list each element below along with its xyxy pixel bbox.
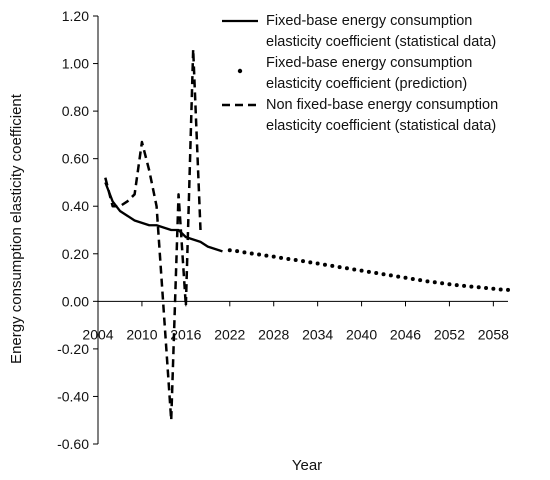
legend-label-line: Non fixed-base energy consumption [266, 97, 498, 113]
axes-layer: 1.20 1.00 0.80 0.60 0.40 0.20 0.00 -0.20 -0.40 -0… [57, 8, 509, 452]
prediction-point [322, 262, 327, 267]
x-axis-title: Year [292, 457, 322, 474]
prediction-point [366, 269, 371, 274]
prediction-point [447, 282, 452, 287]
prediction-point [286, 257, 291, 262]
y-tick-label: -0.40 [57, 388, 89, 404]
x-tick-label: 2058 [478, 326, 509, 342]
prediction-point [396, 274, 401, 279]
prediction-point [257, 252, 262, 257]
prediction-point [381, 272, 386, 277]
prediction-point [425, 279, 430, 284]
prediction-point [249, 251, 254, 256]
prediction-point [462, 283, 467, 288]
prediction-point [498, 287, 503, 292]
legend-label-line: elasticity coefficient (prediction) [266, 76, 467, 92]
y-axis-title: Energy consumption elasticity coefficien… [8, 93, 25, 364]
prediction-point [227, 248, 232, 253]
prediction-point [506, 287, 510, 292]
x-tick-label: 2022 [214, 326, 245, 342]
prediction-point [337, 265, 342, 270]
prediction-point [454, 283, 459, 288]
y-tick-label: 0.60 [62, 151, 89, 167]
non-fixed-base-series-line [104, 48, 202, 422]
prediction-point [410, 276, 415, 281]
x-tick-label: 2010 [126, 326, 157, 342]
x-tick-label: 2034 [302, 326, 333, 342]
prediction-point [279, 255, 284, 260]
x-tick-label: 2040 [346, 326, 377, 342]
legend-label-line: Fixed-base energy consumption [266, 55, 472, 71]
legend-marker-dotted [237, 68, 243, 74]
prediction-point [359, 268, 364, 273]
y-tick-label: 0.20 [62, 246, 89, 262]
prediction-point [352, 267, 357, 272]
prediction-point [271, 254, 276, 259]
prediction-point [403, 275, 408, 280]
prediction-point [235, 249, 240, 254]
prediction-point [432, 280, 437, 285]
prediction-point [308, 260, 313, 265]
prediction-point [315, 261, 320, 266]
fixed-base-statistical-series-line [104, 182, 223, 253]
legend-label-line: elasticity coefficient (statistical data… [266, 118, 496, 134]
x-tick-label: 2028 [258, 326, 289, 342]
prediction-point [388, 273, 393, 278]
prediction-point [374, 271, 379, 276]
prediction-point [242, 250, 247, 255]
x-tick-label: 2016 [170, 326, 201, 342]
prediction-point [440, 281, 445, 286]
y-tick-label: 1.20 [62, 8, 89, 24]
x-tick-label: 2046 [390, 326, 421, 342]
y-tick-label: 1.00 [62, 56, 89, 72]
y-tick-label: 0.40 [62, 198, 89, 214]
prediction-point [330, 263, 335, 268]
prediction-point [418, 278, 423, 283]
legend-layer: Fixed-base energy consumption elasticity … [222, 13, 498, 134]
y-tick-label: -0.20 [57, 341, 89, 357]
legend-label-line: elasticity coefficient (statistical data… [266, 34, 496, 50]
prediction-point [469, 284, 474, 289]
prediction-point [344, 266, 349, 271]
prediction-point [476, 285, 481, 290]
prediction-point [293, 257, 298, 262]
prediction-point [301, 259, 305, 264]
y-tick-label: 0.00 [62, 293, 89, 309]
prediction-point [264, 253, 269, 258]
x-tick-label: 2052 [434, 326, 465, 342]
prediction-point [491, 286, 496, 291]
series-layer [104, 48, 510, 422]
prediction-point [484, 286, 489, 291]
x-tick-label: 2004 [82, 326, 113, 342]
y-tick-label: -0.60 [57, 436, 89, 452]
legend-label-line: Fixed-base energy consumption [266, 13, 472, 29]
y-tick-label: 0.80 [62, 103, 89, 119]
